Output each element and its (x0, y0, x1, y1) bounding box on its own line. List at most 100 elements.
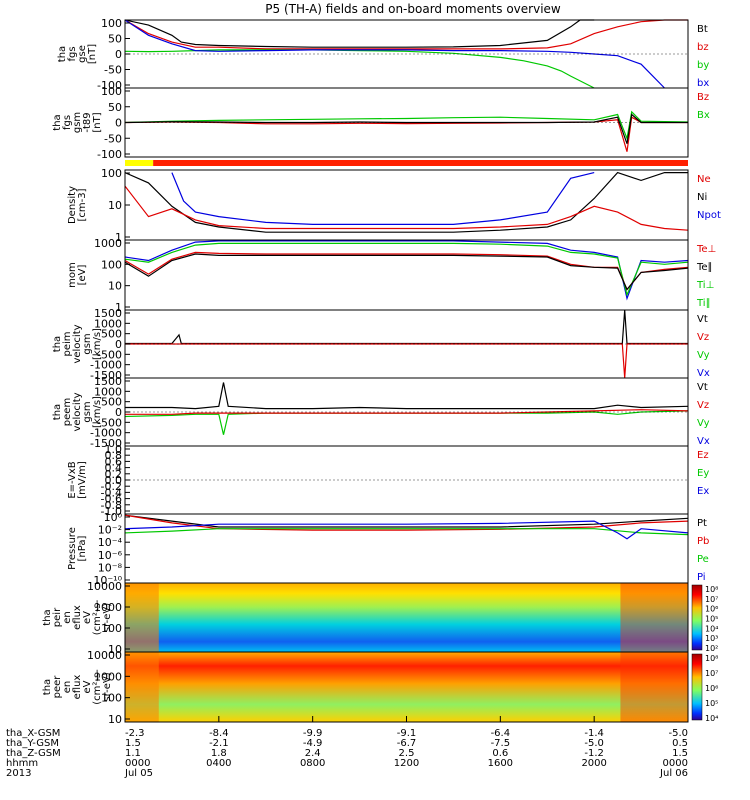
fgs_gsm-series-Bt (125, 113, 688, 144)
fgs_gse-series-bz (125, 19, 688, 50)
peir-spectrogram (125, 583, 688, 652)
density-series-Ne (125, 185, 688, 231)
pressure-legend-2: Pe (697, 554, 709, 565)
peir-ytick: 1000 (94, 601, 122, 614)
efield-ylabel: [mV/m] (77, 461, 88, 499)
orbit-value: 0400 (206, 758, 231, 769)
peim-ytick: 0 (115, 338, 122, 351)
peer-ylabel: peer (52, 675, 63, 699)
fgs_gsm-ylabel: fgs (62, 115, 73, 130)
peer-ylabel: (cm²-s- (92, 669, 103, 705)
efield-ytick: -0.2 (101, 480, 122, 493)
fgs_gsm-series-Bz (125, 116, 688, 152)
orbit-value: -5.0 (584, 738, 604, 749)
fgs_gse-legend-0: Bt (697, 24, 708, 35)
fgs_gse-ylabel: tha (57, 46, 68, 62)
orbit-value: -2.1 (209, 738, 229, 749)
fgs_gse-series-Bt (125, 19, 595, 48)
peim-ylabel: gsm (82, 333, 93, 354)
orbit-value: 0.6 (492, 748, 508, 759)
peim-ytick: -1500 (90, 369, 122, 382)
orbit-value: -4.9 (303, 738, 323, 749)
peem-ytick: 0 (115, 406, 122, 419)
peim-series-Vz (125, 343, 688, 379)
peir-colorbar-label: 10⁵ (705, 615, 718, 624)
peir-ylabel: (cm²-s- (92, 599, 103, 635)
peir-ylabel: tha (42, 609, 53, 625)
orbit-row-label: 2013 (6, 768, 31, 779)
peer-spectrogram (125, 652, 688, 722)
pressure-ylabel: Pressure (67, 527, 78, 570)
peir-edge-left (125, 583, 159, 652)
orbit-row-label: hhmm (6, 758, 38, 769)
orbit-value: 2.4 (305, 748, 321, 759)
fgs_gsm-ylabel: -t89 (82, 112, 93, 132)
mode-bar-slow (125, 160, 154, 166)
pressure-ytick: 10⁻⁸ (98, 561, 123, 574)
efield-legend-1: Ey (697, 468, 709, 479)
mom-ylabel: mom (67, 262, 78, 288)
pressure-ylabel: [nPa] (77, 535, 88, 561)
orbit-value: 0000 (663, 758, 688, 769)
peem-series-Vt (125, 382, 688, 410)
peim-legend-1: Vz (697, 332, 709, 343)
peem-ylabel: tha (52, 404, 63, 420)
peer-ytick: 10 (108, 713, 122, 726)
density-series-Ni (125, 171, 688, 233)
orbit-value: -8.4 (209, 728, 229, 739)
efield-ytick: -0.6 (101, 493, 122, 506)
peim-ylabel: tha (52, 336, 63, 352)
peer-ytick: 10000 (87, 649, 122, 662)
fgs_gsm-ytick: 0 (115, 117, 122, 130)
peem-ylabel: peem (62, 398, 73, 426)
peer-colorbar-label: 10⁷ (705, 669, 718, 678)
orbit-row-label: tha_Z-GSM (6, 748, 61, 759)
mom-ytick: 10 (108, 280, 122, 293)
peem-legend-1: Vz (697, 400, 709, 411)
efield-ytick: 0.2 (105, 468, 123, 481)
fgs_gse-legend-1: bz (697, 42, 709, 53)
peir-edge-right (620, 583, 688, 652)
peim-ytick: 1000 (94, 317, 122, 330)
fgs_gse-legend-3: bx (697, 78, 709, 89)
efield-ytick: 0.4 (105, 462, 123, 475)
peir-colorbar-label: 10⁸ (705, 585, 718, 594)
fgs_gse-legend-2: by (697, 60, 709, 71)
peer-ytick: 100 (101, 692, 122, 705)
peem-ytick: 1000 (94, 385, 122, 398)
peer-colorbar-label: 10⁶ (705, 684, 718, 693)
mom-legend-1: Te∥ (696, 262, 713, 273)
peem-legend-2: Vy (697, 418, 710, 429)
density-ytick: 1 (115, 231, 122, 244)
peim-ylabel: velocity (72, 324, 83, 363)
peem-ytick: -1000 (90, 427, 122, 440)
fgs_gsm-ytick: 100 (101, 85, 122, 98)
peer-ylabel: eflux (72, 675, 83, 700)
density-legend-0: Ne (697, 174, 711, 185)
peem-ytick: 500 (101, 396, 122, 409)
orbit-value: 0.5 (672, 738, 688, 749)
fgs_gsm-ytick: -100 (97, 148, 122, 161)
orbit-value: -1.4 (584, 728, 604, 739)
peem-ylabel: gsm (82, 401, 93, 422)
fgs_gse-ytick: 100 (101, 17, 122, 30)
peer-ylabel: sr-eV) (102, 672, 113, 701)
peem-series-Vz (125, 409, 688, 415)
peir-ylabel: en (62, 611, 73, 624)
peim-series-Vt (125, 309, 688, 345)
orbit-value: -2.3 (125, 728, 145, 739)
orbit-value: 2.5 (399, 748, 415, 759)
peir-ylabel: eV (82, 611, 93, 624)
pressure-ytick: 10⁻¹⁰ (93, 574, 122, 587)
fgs_gse-ylabel: gse (77, 45, 88, 63)
density-legend-2: Npot (697, 210, 721, 221)
orbit-value: 1.1 (125, 748, 141, 759)
fgs_gse-ytick: 0 (115, 48, 122, 61)
peem-ytick: 1500 (94, 375, 122, 388)
chart-title: P5 (TH-A) fields and on-board moments ov… (265, 2, 561, 16)
fgs_gse-ytick: -100 (97, 79, 122, 92)
orbit-value: 2000 (581, 758, 606, 769)
mom-legend-0: Te⊥ (696, 244, 716, 255)
orbit-row-label: tha_X-GSM (6, 728, 60, 739)
peer-ylabel: en (62, 681, 73, 694)
